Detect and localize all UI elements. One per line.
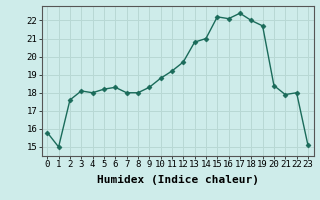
X-axis label: Humidex (Indice chaleur): Humidex (Indice chaleur) [97, 175, 259, 185]
